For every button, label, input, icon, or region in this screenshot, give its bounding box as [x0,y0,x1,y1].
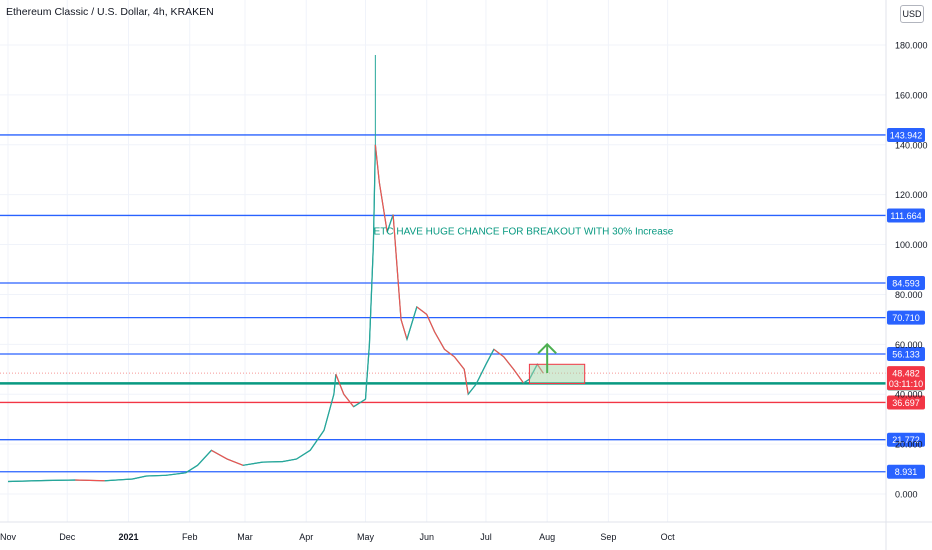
price-tick-label: 120.000 [895,190,928,200]
time-tick-label: Mar [237,532,253,542]
level-price-badge [887,127,925,142]
price-segment [211,449,228,460]
price-tick-label: 100.000 [895,240,928,250]
price-segment [296,449,311,460]
price-segment [467,383,477,395]
price-segment [7,479,46,483]
grid [0,0,886,522]
chart-title: Ethereum Classic / U.S. Dollar, 4h, KRAK… [6,6,214,18]
price-axis[interactable]: 0.000 20.000 40.000 60.000 80.000 100.000 120.… [885,0,928,550]
level-price-label: 143.942 [890,130,923,140]
price-segment [523,378,530,384]
level-price-label: 84.593 [892,278,920,288]
price-segment [335,374,345,395]
price-segment [374,144,380,183]
price-segment [185,464,198,474]
price-segment [434,331,445,350]
breakout-box[interactable] [528,363,586,384]
price-series [7,54,544,483]
price-tick-label: 40.000 [895,390,923,400]
level-price-badge [887,346,925,361]
price-segment [343,393,355,408]
time-tick-label: Jul [480,532,492,542]
price-segment [513,368,524,384]
horizontal-levels[interactable]: 143.942111.66484.59370.71056.13344.33236… [0,127,925,479]
time-tick-label: Apr [299,532,313,542]
price-segment [353,398,366,408]
time-tick-label: Aug [539,532,555,542]
price-segment [372,144,376,245]
price-tick-label: 180.000 [895,41,928,51]
price-tick-label: 140.000 [895,140,928,150]
level-price-badge [887,208,925,223]
currency-button[interactable]: USD [900,5,924,23]
price-segment [75,479,105,482]
price-segment [392,214,402,320]
level-price-badge [887,464,925,479]
price-segment [368,244,374,345]
drawing-overlay[interactable] [528,342,586,384]
time-tick-label: 2021 [118,532,138,542]
price-tick-label: 60.000 [895,340,923,350]
level-price-badge [887,432,925,447]
time-tick-label: May [357,532,375,542]
price-segment [242,461,263,466]
price-segment [503,356,515,370]
price-segment [282,458,297,463]
time-axis[interactable]: Nov Dec 2021 Feb Mar Apr May Jun Jul Aug Sep Oct [0,521,932,542]
price-segment [146,474,167,477]
time-tick-label: Sep [600,532,616,542]
level-price-label: 21.772 [892,435,920,445]
current-price-badge [887,366,925,391]
level-price-label: 8.931 [895,467,918,477]
price-segment [197,449,212,466]
price-segment [227,458,244,466]
price-segment [364,344,371,400]
level-price-label: 36.697 [892,398,920,408]
price-segment [463,369,469,395]
price-segment [386,214,394,233]
time-tick-label: Dec [59,532,76,542]
price-segment [323,394,335,431]
price-segment [104,478,133,482]
price-segment [378,182,388,233]
level-price-label: 111.664 [890,211,921,221]
price-tick-label: 0.000 [895,490,918,500]
price-line [7,144,544,483]
breakout-arrow-head[interactable] [537,342,557,355]
level-price-badge [887,310,925,325]
price-segment [416,306,428,315]
price-segment [444,348,455,358]
time-tick-label: Feb [182,532,198,542]
level-price-label: 56.133 [892,349,920,359]
price-segment [400,319,408,340]
price-segment [406,306,418,340]
price-segment [132,475,147,480]
time-tick-label: Nov [0,532,16,542]
price-segment [485,349,495,365]
level-price-badge [887,395,925,410]
price-segment [453,356,465,370]
time-tick-label: Jun [419,532,434,542]
level-price-badge [887,275,925,290]
price-segment [165,472,186,476]
price-tick-label: 160.000 [895,90,928,100]
price-segment [333,374,337,395]
price-segment [309,430,325,451]
bar-countdown-label: 03:11:10 [889,379,923,389]
current-price-label: 48.482 [892,369,920,379]
annotations: ETC HAVE HUGE CHANCE FOR BREAKOUT WITH 3… [374,227,674,238]
price-segment [493,348,505,358]
time-tick-label: Oct [661,532,676,542]
level-price-label: 70.710 [892,313,920,323]
price-segment [475,364,487,385]
price-tick-label: 20.000 [895,440,923,450]
annotation-text: ETC HAVE HUGE CHANCE FOR BREAKOUT WITH 3… [374,227,674,238]
price-tick-label: 80.000 [895,290,923,300]
price-segment [426,314,436,333]
